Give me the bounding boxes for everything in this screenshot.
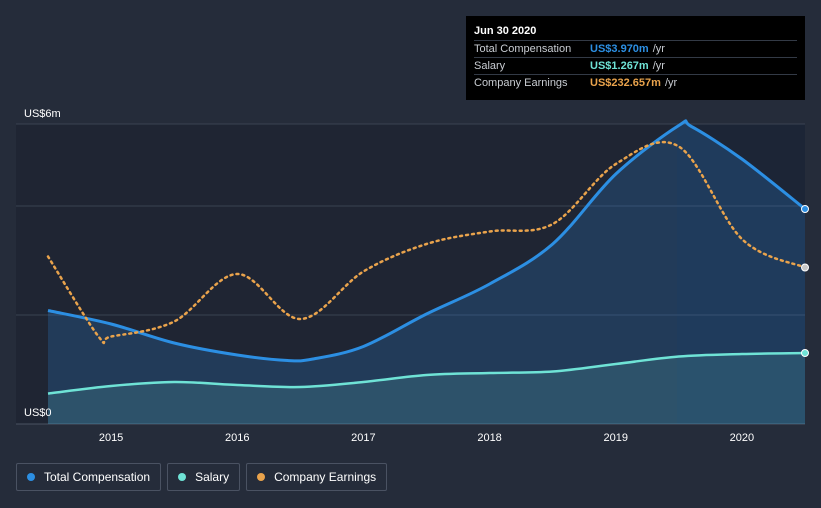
x-tick-label: 2018 xyxy=(477,432,501,444)
tooltip-value: US$232.657m xyxy=(590,77,661,89)
y-label-top: US$6m xyxy=(24,108,61,120)
legend-dot-icon xyxy=(257,473,266,481)
tooltip-value: US$1.267m xyxy=(590,60,649,72)
tooltip-date: Jun 30 2020 xyxy=(474,25,537,37)
salary-line xyxy=(47,351,806,395)
salary-area xyxy=(48,353,805,424)
total-compensation-area xyxy=(48,120,805,425)
tooltip: Jun 30 2020 Total Compensation US$3.970m… xyxy=(466,16,805,100)
legend-dot-icon xyxy=(27,473,35,481)
gridlines xyxy=(16,123,805,425)
legend-item-total-compensation[interactable]: Total Compensation xyxy=(16,463,162,491)
y-label-bottom: US$0 xyxy=(24,407,52,419)
legend-label: Total Compensation xyxy=(44,470,151,484)
x-tick-label: 2020 xyxy=(730,432,754,444)
legend: Total Compensation Salary Company Earnin… xyxy=(16,463,388,491)
tooltip-row-company-earnings: Company Earnings US$232.657m /yr xyxy=(474,74,797,91)
total-compensation-line xyxy=(47,119,806,363)
tooltip-row-salary: Salary US$1.267m /yr xyxy=(474,57,797,74)
x-tick-label: 2019 xyxy=(604,432,628,444)
x-tick-label: 2016 xyxy=(225,432,249,444)
legend-item-salary[interactable]: Salary xyxy=(167,463,241,491)
tooltip-unit: /yr xyxy=(652,60,665,72)
highlight-band xyxy=(677,124,805,424)
legend-dot-icon xyxy=(178,473,187,481)
x-tick-label: 2015 xyxy=(99,432,123,444)
legend-label: Salary xyxy=(195,470,230,484)
tooltip-row-total-compensation: Total Compensation US$3.970m /yr xyxy=(474,40,797,57)
tooltip-label: Company Earnings xyxy=(474,77,568,89)
tooltip-label: Total Compensation xyxy=(474,43,572,55)
end-markers xyxy=(801,205,809,357)
company-earnings-end-marker xyxy=(801,263,809,272)
tooltip-unit: /yr xyxy=(652,43,665,55)
plot-background xyxy=(16,124,805,424)
salary-end-marker xyxy=(801,349,809,357)
x-axis: 2015 2016 2017 2018 2019 2020 xyxy=(99,432,754,444)
legend-label: Company Earnings xyxy=(274,470,377,484)
tooltip-label: Salary xyxy=(474,60,506,72)
total-compensation-end-marker xyxy=(801,205,809,213)
legend-item-company-earnings[interactable]: Company Earnings xyxy=(246,463,388,491)
tooltip-value: US$3.970m xyxy=(590,43,649,55)
x-tick-label: 2017 xyxy=(351,432,375,444)
tooltip-unit: /yr xyxy=(664,77,678,89)
